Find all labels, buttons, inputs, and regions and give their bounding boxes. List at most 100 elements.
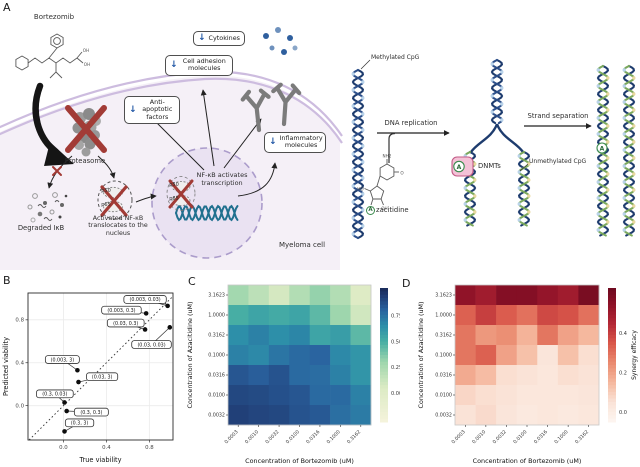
p65-label: p65 [101, 201, 111, 208]
svg-text:(0.003, 3): (0.003, 3) [51, 357, 75, 363]
svg-text:0.1000: 0.1000 [553, 429, 569, 445]
svg-text:0.00: 0.00 [391, 391, 400, 397]
nfkb-complex-nucleus [166, 176, 196, 211]
svg-text:0.0010: 0.0010 [244, 429, 260, 445]
svg-text:0.1000: 0.1000 [435, 353, 452, 359]
svg-text:OH: OH [83, 48, 89, 53]
p50-label: p50 [101, 187, 111, 194]
svg-text:HO: HO [357, 187, 364, 192]
svg-text:0.3162: 0.3162 [574, 429, 590, 445]
svg-text:(0.03, 0.03): (0.03, 0.03) [137, 342, 165, 348]
svg-text:Concentration of Azacitidine (: Concentration of Azacitidine (uM) [417, 301, 425, 408]
svg-text:0.0: 0.0 [59, 445, 68, 451]
svg-text:0.0032: 0.0032 [264, 429, 280, 445]
svg-text:0.0032: 0.0032 [435, 413, 452, 419]
panel-d-heatmap: 3.16231.00000.31620.10000.03160.01000.00… [417, 284, 638, 465]
cytokine-dots-icon [263, 27, 298, 55]
panel-c-heatmap: 3.16231.00000.31620.10000.03160.01000.00… [186, 284, 400, 465]
svg-text:NH2: NH2 [383, 154, 392, 159]
cytokines-box-label: Cytokines [208, 33, 240, 42]
anti-apoptotic-box-label: Anti-apoptotic factors [142, 98, 173, 121]
svg-text:(0.003, 0.03): (0.003, 0.03) [129, 297, 160, 303]
svg-text:0.1000: 0.1000 [326, 429, 342, 445]
azacitidine-structure-icon: NH2 HO OH OH O [357, 154, 404, 212]
svg-text:(0.3, 0.03): (0.3, 0.03) [42, 392, 67, 398]
cytokines-box: ↓ Cytokines [193, 31, 245, 46]
svg-text:0.25: 0.25 [391, 365, 400, 371]
svg-text:O: O [400, 171, 404, 176]
svg-text:0.0010: 0.0010 [471, 429, 487, 445]
svg-text:0.0316: 0.0316 [305, 429, 321, 445]
down-arrow-icon: ↓ [269, 136, 277, 147]
strand-separation-label: Strand separation [527, 112, 589, 120]
panel-label-c: C [188, 275, 196, 288]
svg-text:0.0003: 0.0003 [224, 429, 240, 445]
proteasome-label: Proteasome [64, 157, 106, 165]
down-arrow-icon: ↓ [198, 33, 206, 43]
down-arrow-icon: ↓ [129, 104, 137, 115]
svg-text:True viability: True viability [78, 456, 121, 464]
svg-text:Concentration of Azacitidine (: Concentration of Azacitidine (uM) [186, 301, 194, 408]
azacitidine-label: A zacitidine [366, 206, 409, 215]
svg-text:0.0100: 0.0100 [512, 429, 528, 445]
svg-text:3.1623: 3.1623 [435, 293, 452, 299]
p50-label: p50 [169, 182, 179, 188]
cell-adhesion-box-label: Cell adhesion molecules [182, 57, 226, 73]
svg-text:Synergy efficacy: Synergy efficacy [631, 330, 638, 380]
separated-strand-icon [622, 64, 636, 237]
azacitidine-marker-icon: A [453, 160, 465, 173]
svg-text:A: A [600, 145, 605, 152]
svg-text:OH: OH [84, 62, 90, 67]
svg-text:(0.03, 3): (0.03, 3) [92, 374, 113, 380]
panel-b-scatter: 0.0 0.4 0.8 0.0 0.4 0.8 True viability Predicte… [2, 292, 174, 464]
anti-apoptotic-box: ↓ Anti-apoptotic factors [124, 96, 180, 125]
svg-text:1.0000: 1.0000 [208, 313, 225, 319]
nfkb-transcription-label: NF-κB activates transcription [196, 171, 248, 187]
svg-text:0.0003: 0.0003 [451, 429, 467, 445]
svg-text:0.0032: 0.0032 [492, 429, 508, 445]
svg-text:0.0100: 0.0100 [435, 393, 452, 399]
svg-text:0.0100: 0.0100 [285, 429, 301, 445]
methylated-cpg-label: Methylated CpG [371, 54, 420, 61]
svg-text:0.8: 0.8 [15, 318, 24, 324]
svg-text:Concentration of Bortezomib (u: Concentration of Bortezomib (uM) [245, 457, 354, 465]
inhibition-arrow-head [44, 142, 74, 166]
dnmts-label: DNMTs [478, 162, 501, 170]
panel-label-d: D [402, 277, 411, 290]
svg-text:0.75: 0.75 [391, 314, 400, 320]
svg-text:3.1623: 3.1623 [208, 293, 225, 299]
down-arrow-icon: ↓ [170, 59, 178, 70]
svg-text:0.4: 0.4 [15, 361, 24, 367]
cell-membrane [0, 77, 343, 144]
bortezomib-structure-icon: OH OH [15, 33, 90, 79]
svg-text:0.4: 0.4 [102, 445, 111, 451]
svg-text:A: A [457, 164, 462, 171]
svg-text:0.0316: 0.0316 [208, 373, 225, 379]
svg-text:0.0032: 0.0032 [208, 413, 225, 419]
svg-text:0.3162: 0.3162 [346, 429, 362, 445]
red-x-icon [65, 105, 107, 153]
svg-text:(0.3, 3): (0.3, 3) [71, 421, 89, 427]
inflammatory-box-label: Inflammatory molecules [279, 134, 323, 150]
svg-text:(0.003, 0.3): (0.003, 0.3) [107, 308, 135, 314]
svg-text:Concentration of Bortezomib (u: Concentration of Bortezomib (uM) [473, 457, 582, 465]
svg-text:0.50: 0.50 [391, 339, 400, 345]
nfkb-complex-cytoplasm [97, 180, 133, 220]
inflammatory-box: ↓ Inflammatory molecules [264, 132, 326, 153]
dna-replication-label: DNA replication [384, 119, 438, 127]
degraded-ikb-icon [27, 192, 68, 223]
svg-text:0.8: 0.8 [145, 445, 154, 451]
activated-nfkb-label: Activated NF-κB translocates to the nucl… [88, 215, 148, 237]
svg-text:0.1000: 0.1000 [208, 353, 225, 359]
svg-text:0.0: 0.0 [15, 403, 24, 409]
dna-helix-icon [175, 204, 239, 222]
svg-text:0.0316: 0.0316 [533, 429, 549, 445]
myeloma-cell-label: Myeloma cell [278, 241, 326, 249]
receptor-icon [271, 82, 302, 127]
nucleus [151, 147, 263, 259]
unmethylated-cpg-label: Unmethylated CpG [529, 158, 587, 165]
svg-text:0.0100: 0.0100 [208, 393, 225, 399]
panel-label-a: A [3, 1, 11, 14]
p65-label: p65 [169, 196, 179, 202]
